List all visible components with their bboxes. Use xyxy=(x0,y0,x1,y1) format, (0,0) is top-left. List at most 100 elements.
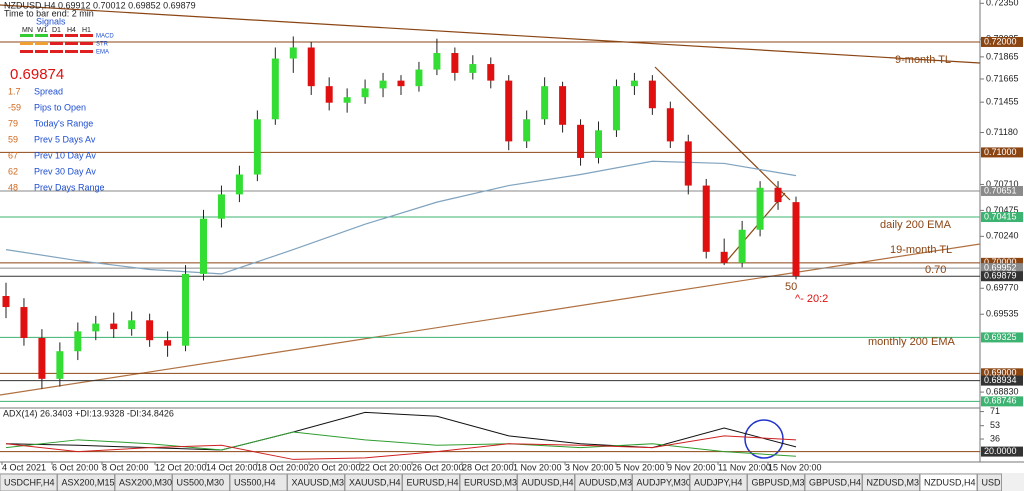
x-tick-label: 6 Oct 20:00 xyxy=(52,462,99,472)
x-tick-label: 12 Oct 20:00 xyxy=(155,462,207,472)
candle-body xyxy=(343,97,351,103)
level-label-bg xyxy=(981,257,1023,268)
y-tick-label: 53 xyxy=(990,420,1000,430)
adx-line xyxy=(5,411,797,451)
signal-cell xyxy=(50,42,63,45)
tab-label[interactable]: AUDUSD,M30 xyxy=(579,477,637,487)
candle-body xyxy=(648,80,656,109)
tab-label[interactable]: EURUSD,M30 xyxy=(464,477,522,487)
annotation: 0.70 xyxy=(925,264,946,276)
tab-label[interactable]: US500,M30 xyxy=(177,477,225,487)
candle-body xyxy=(2,296,10,308)
signal-period: H1 xyxy=(82,27,91,34)
x-tick-label: 22 Oct 20:00 xyxy=(360,462,412,472)
level-label-bg xyxy=(981,375,1023,386)
y-tick-label: 0.68934 xyxy=(984,375,1017,385)
signal-cell xyxy=(80,50,93,53)
tab-label[interactable]: ASX200,M15 xyxy=(62,477,115,487)
annotation: ^- 20:2 xyxy=(795,293,828,305)
tab-label[interactable]: GBPUSD,M30 xyxy=(752,477,810,487)
adx-line xyxy=(5,431,797,457)
y-tick-label: 0.69770 xyxy=(986,283,1019,293)
candle-body xyxy=(541,86,549,120)
tab-label[interactable]: XAUUSD,M30 xyxy=(292,477,350,487)
level-label-bg xyxy=(981,185,1023,196)
candle-body xyxy=(756,187,764,230)
y-tick-label: 0.70651 xyxy=(984,185,1017,195)
signal-cell xyxy=(80,42,93,45)
candle-body xyxy=(702,185,710,252)
tab-label[interactable]: EURUSD,H4 xyxy=(407,477,459,487)
trend-line xyxy=(654,66,791,201)
level-label-bg xyxy=(981,212,1023,223)
x-tick-label: 4 Oct 2021 xyxy=(2,462,46,472)
tab[interactable] xyxy=(977,473,1002,491)
tab-label[interactable]: AUDUSD,H4 xyxy=(522,477,574,487)
info-label: Today's Range xyxy=(34,118,93,128)
candle-body xyxy=(128,320,136,330)
x-tick-label: 3 Nov 20:00 xyxy=(565,462,614,472)
y-tick-label: 0.69952 xyxy=(984,263,1017,273)
candle-body xyxy=(325,86,333,103)
candle-body xyxy=(289,47,297,59)
candle-body xyxy=(523,119,531,142)
candle-body xyxy=(271,58,279,120)
info-value: -59 xyxy=(8,102,21,112)
candle-body xyxy=(307,47,315,87)
signal-row-label: STR xyxy=(96,42,109,48)
signal-cell xyxy=(50,50,63,53)
info-value: 48 xyxy=(8,182,18,192)
y-tick-label: 0.71000 xyxy=(984,147,1017,157)
tab-label[interactable]: USD xyxy=(982,477,1002,487)
tab-label[interactable]: XAUUSD,H4 xyxy=(349,477,401,487)
tab-label[interactable]: AUDJPY,M30 xyxy=(637,477,691,487)
candle-body xyxy=(630,80,638,87)
y-tick-label: 36 xyxy=(990,433,1000,443)
annotation: 19-month TL xyxy=(890,244,952,256)
info-value: 1.7 xyxy=(8,86,21,96)
level-label-bg xyxy=(981,36,1023,47)
x-tick-label: 26 Oct 20:00 xyxy=(412,462,464,472)
candle-body xyxy=(415,69,423,87)
y-tick-label: 0.70240 xyxy=(986,231,1019,241)
x-tick-label: 20 Oct 20:00 xyxy=(309,462,361,472)
level-label-bg xyxy=(981,332,1023,343)
y-tick-label: 0.72350 xyxy=(986,0,1019,8)
y-tick-label: 0.70415 xyxy=(984,211,1017,221)
tab-label[interactable]: US500,H4 xyxy=(234,477,276,487)
candle-body xyxy=(559,86,567,125)
tab-label[interactable]: AUDJPY,H4 xyxy=(694,477,742,487)
tab-label[interactable]: USDCHF,H4 xyxy=(4,477,55,487)
trend-line xyxy=(0,243,981,396)
candle-body xyxy=(505,80,513,142)
candle-body xyxy=(397,80,405,87)
candle-body xyxy=(774,187,782,203)
y-tick-label: 0.71865 xyxy=(986,51,1019,61)
level-label-bg xyxy=(981,446,1023,457)
signal-cell xyxy=(35,34,48,37)
y-tick-label: 0.69000 xyxy=(984,368,1017,378)
signal-cell xyxy=(20,34,33,37)
candle-body xyxy=(92,323,100,332)
candle-body xyxy=(217,194,225,219)
candle-body xyxy=(146,320,154,341)
x-tick-label: 1 Nov 20:00 xyxy=(513,462,562,472)
level-label-bg xyxy=(981,271,1023,282)
tab-label[interactable]: NZDUSD,M30 xyxy=(867,477,925,487)
tab-label[interactable]: GBPUSD,H4 xyxy=(809,477,861,487)
signal-cell xyxy=(50,34,63,37)
annotation: monthly 200 EMA xyxy=(868,336,955,348)
candle-body xyxy=(612,86,620,131)
info-label: Spread xyxy=(34,86,63,96)
x-tick-label: 5 Nov 20:00 xyxy=(616,462,665,472)
candle-body xyxy=(720,251,728,263)
level-label-bg xyxy=(981,368,1023,379)
tab-label[interactable]: ASX200,M30 xyxy=(119,477,172,487)
info-value: 59 xyxy=(8,134,18,144)
y-tick-label: 0.71180 xyxy=(986,127,1018,137)
tab-label[interactable]: NZDUSD,H4 xyxy=(924,477,976,487)
trend-line xyxy=(0,4,981,64)
candle-body xyxy=(182,273,190,346)
y-tick-label: 0.68830 xyxy=(986,386,1019,396)
